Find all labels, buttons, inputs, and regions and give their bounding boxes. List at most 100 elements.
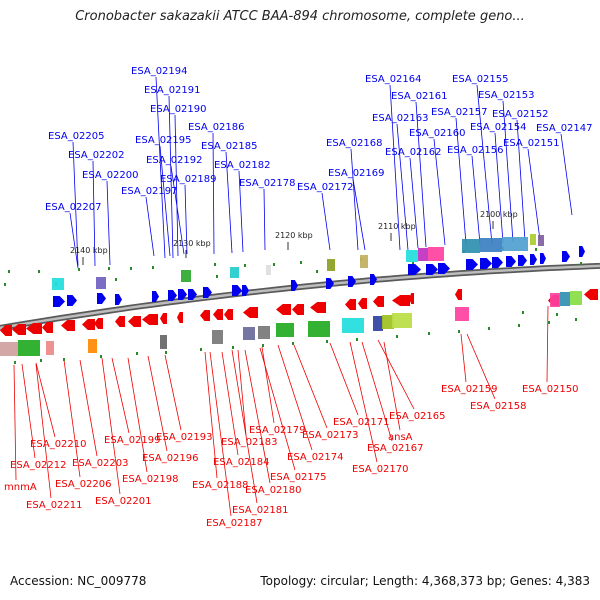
label-connector (72, 141, 79, 267)
scale-ticks: 2140 kbp 2130 kbp 2120 kbp 2110 kbp 2100 kbp (70, 210, 518, 265)
marker-dot (78, 268, 80, 271)
reverse-gene-arrow (455, 289, 462, 300)
marker-dot (292, 342, 294, 345)
gene-label: ESA_02179 (249, 425, 306, 436)
reverse-gene-arrow (26, 323, 42, 334)
forward-gene-arrow (188, 289, 197, 300)
marker-dot (396, 335, 398, 338)
label-connector (415, 101, 427, 248)
forward-gene-arrow (492, 257, 503, 268)
gene-label: ESA_02199 (104, 435, 161, 446)
marker-dot (214, 263, 216, 266)
label-connector (277, 344, 313, 451)
forward-gene-arrow (115, 294, 122, 305)
forward-gene-arrow (178, 289, 187, 300)
marker-dot (522, 311, 524, 314)
label-connector (261, 346, 275, 424)
gene-feature-box (570, 291, 582, 305)
gene-feature-box (373, 316, 383, 331)
label-connector (396, 123, 409, 251)
label-connector (159, 145, 171, 257)
gene-label: ESA_02157 (431, 107, 488, 118)
marker-dot (152, 266, 154, 269)
gene-label: ESA_02169 (328, 168, 385, 179)
forward-gene-arrow (203, 287, 212, 298)
map-title: Cronobacter sakazakii ATCC BAA-894 chrom… (75, 9, 525, 24)
gene-label: ESA_02151 (503, 138, 560, 149)
label-connector (293, 344, 328, 429)
label-connector (21, 363, 36, 459)
gene-label: ESA_02181 (232, 505, 289, 516)
label-connector (106, 180, 111, 266)
reverse-gene-arrow (310, 302, 326, 313)
label-connector (69, 212, 79, 269)
gene-feature-box (230, 267, 239, 278)
gene-label: ESA_02196 (142, 453, 199, 464)
label-connector (455, 117, 467, 245)
gene-label: ESA_02178 (239, 178, 296, 189)
label-connector (349, 341, 378, 463)
label-connector (209, 351, 232, 517)
reverse-gene-arrow (61, 320, 75, 331)
gene-feature-box (88, 339, 97, 353)
gene-label: ESA_02207 (45, 202, 102, 213)
gene-label: ESA_02198 (122, 474, 179, 485)
label-connector (546, 305, 549, 383)
gene-label: ESA_02206 (55, 479, 112, 490)
gene-features (0, 234, 598, 356)
gene-label: mnmA (4, 482, 37, 493)
backbone-outline (0, 262, 600, 331)
chromosome-backbone (0, 262, 600, 331)
label-connector (35, 362, 56, 438)
gene-feature-box (538, 235, 544, 246)
gene-feature-box (160, 335, 167, 349)
accession-text: Accession: NC_009778 (10, 574, 147, 588)
forward-gene-arrow (97, 293, 106, 304)
label-connector (377, 339, 415, 410)
marker-dot (580, 262, 582, 265)
gene-feature-box (462, 239, 480, 253)
forward-gene-arrow (438, 263, 450, 274)
marker-dot (518, 324, 520, 327)
gene-label: ESA_02153 (478, 90, 535, 101)
marker-dot (428, 332, 430, 335)
gene-label: ESA_02183 (221, 437, 278, 448)
forward-gene-arrow (562, 251, 570, 262)
marker-dots (4, 247, 582, 364)
label-connector (155, 76, 166, 259)
gene-label: ESA_02163 (372, 113, 429, 124)
gene-label: ESA_02152 (492, 109, 549, 120)
marker-dot (273, 263, 275, 266)
label-connector (184, 184, 188, 255)
label-connector (92, 160, 96, 267)
gene-label: ESA_02201 (95, 496, 152, 507)
reverse-gene-arrow (42, 322, 53, 333)
gene-label: ESA_02193 (156, 432, 213, 443)
gene-label: ESA_02180 (245, 485, 302, 496)
reverse-gene-arrow (358, 298, 367, 309)
gene-label: ESA_02167 (367, 443, 424, 454)
label-connector (389, 84, 401, 251)
gene-label: ESA_02155 (452, 74, 509, 85)
gene-feature-box (0, 342, 18, 356)
gene-label: ESA_02175 (270, 472, 327, 483)
label-connector (111, 357, 130, 434)
gene-label: ESA_02174 (287, 452, 344, 463)
scale-tick-label: 2110 kbp (378, 222, 416, 231)
label-connector (471, 155, 481, 245)
marker-dot (115, 278, 117, 281)
gene-feature-box (502, 237, 528, 251)
label-connector (494, 132, 504, 244)
label-connector (221, 351, 239, 456)
label-connector (352, 178, 366, 251)
genome-summary-text: Topology: circular; Length: 4,368,373 bp… (260, 574, 590, 588)
gene-feature-box (276, 323, 294, 337)
gene-label: ESA_02187 (206, 518, 263, 529)
forward-gene-arrow (326, 278, 334, 289)
gene-label: ESA_02200 (82, 170, 139, 181)
label-connector (527, 148, 541, 241)
label-connector (35, 363, 52, 499)
reverse-gene-arrow (243, 307, 258, 318)
forward-gene-arrow (152, 291, 159, 302)
gene-label: ESA_02194 (131, 66, 188, 77)
